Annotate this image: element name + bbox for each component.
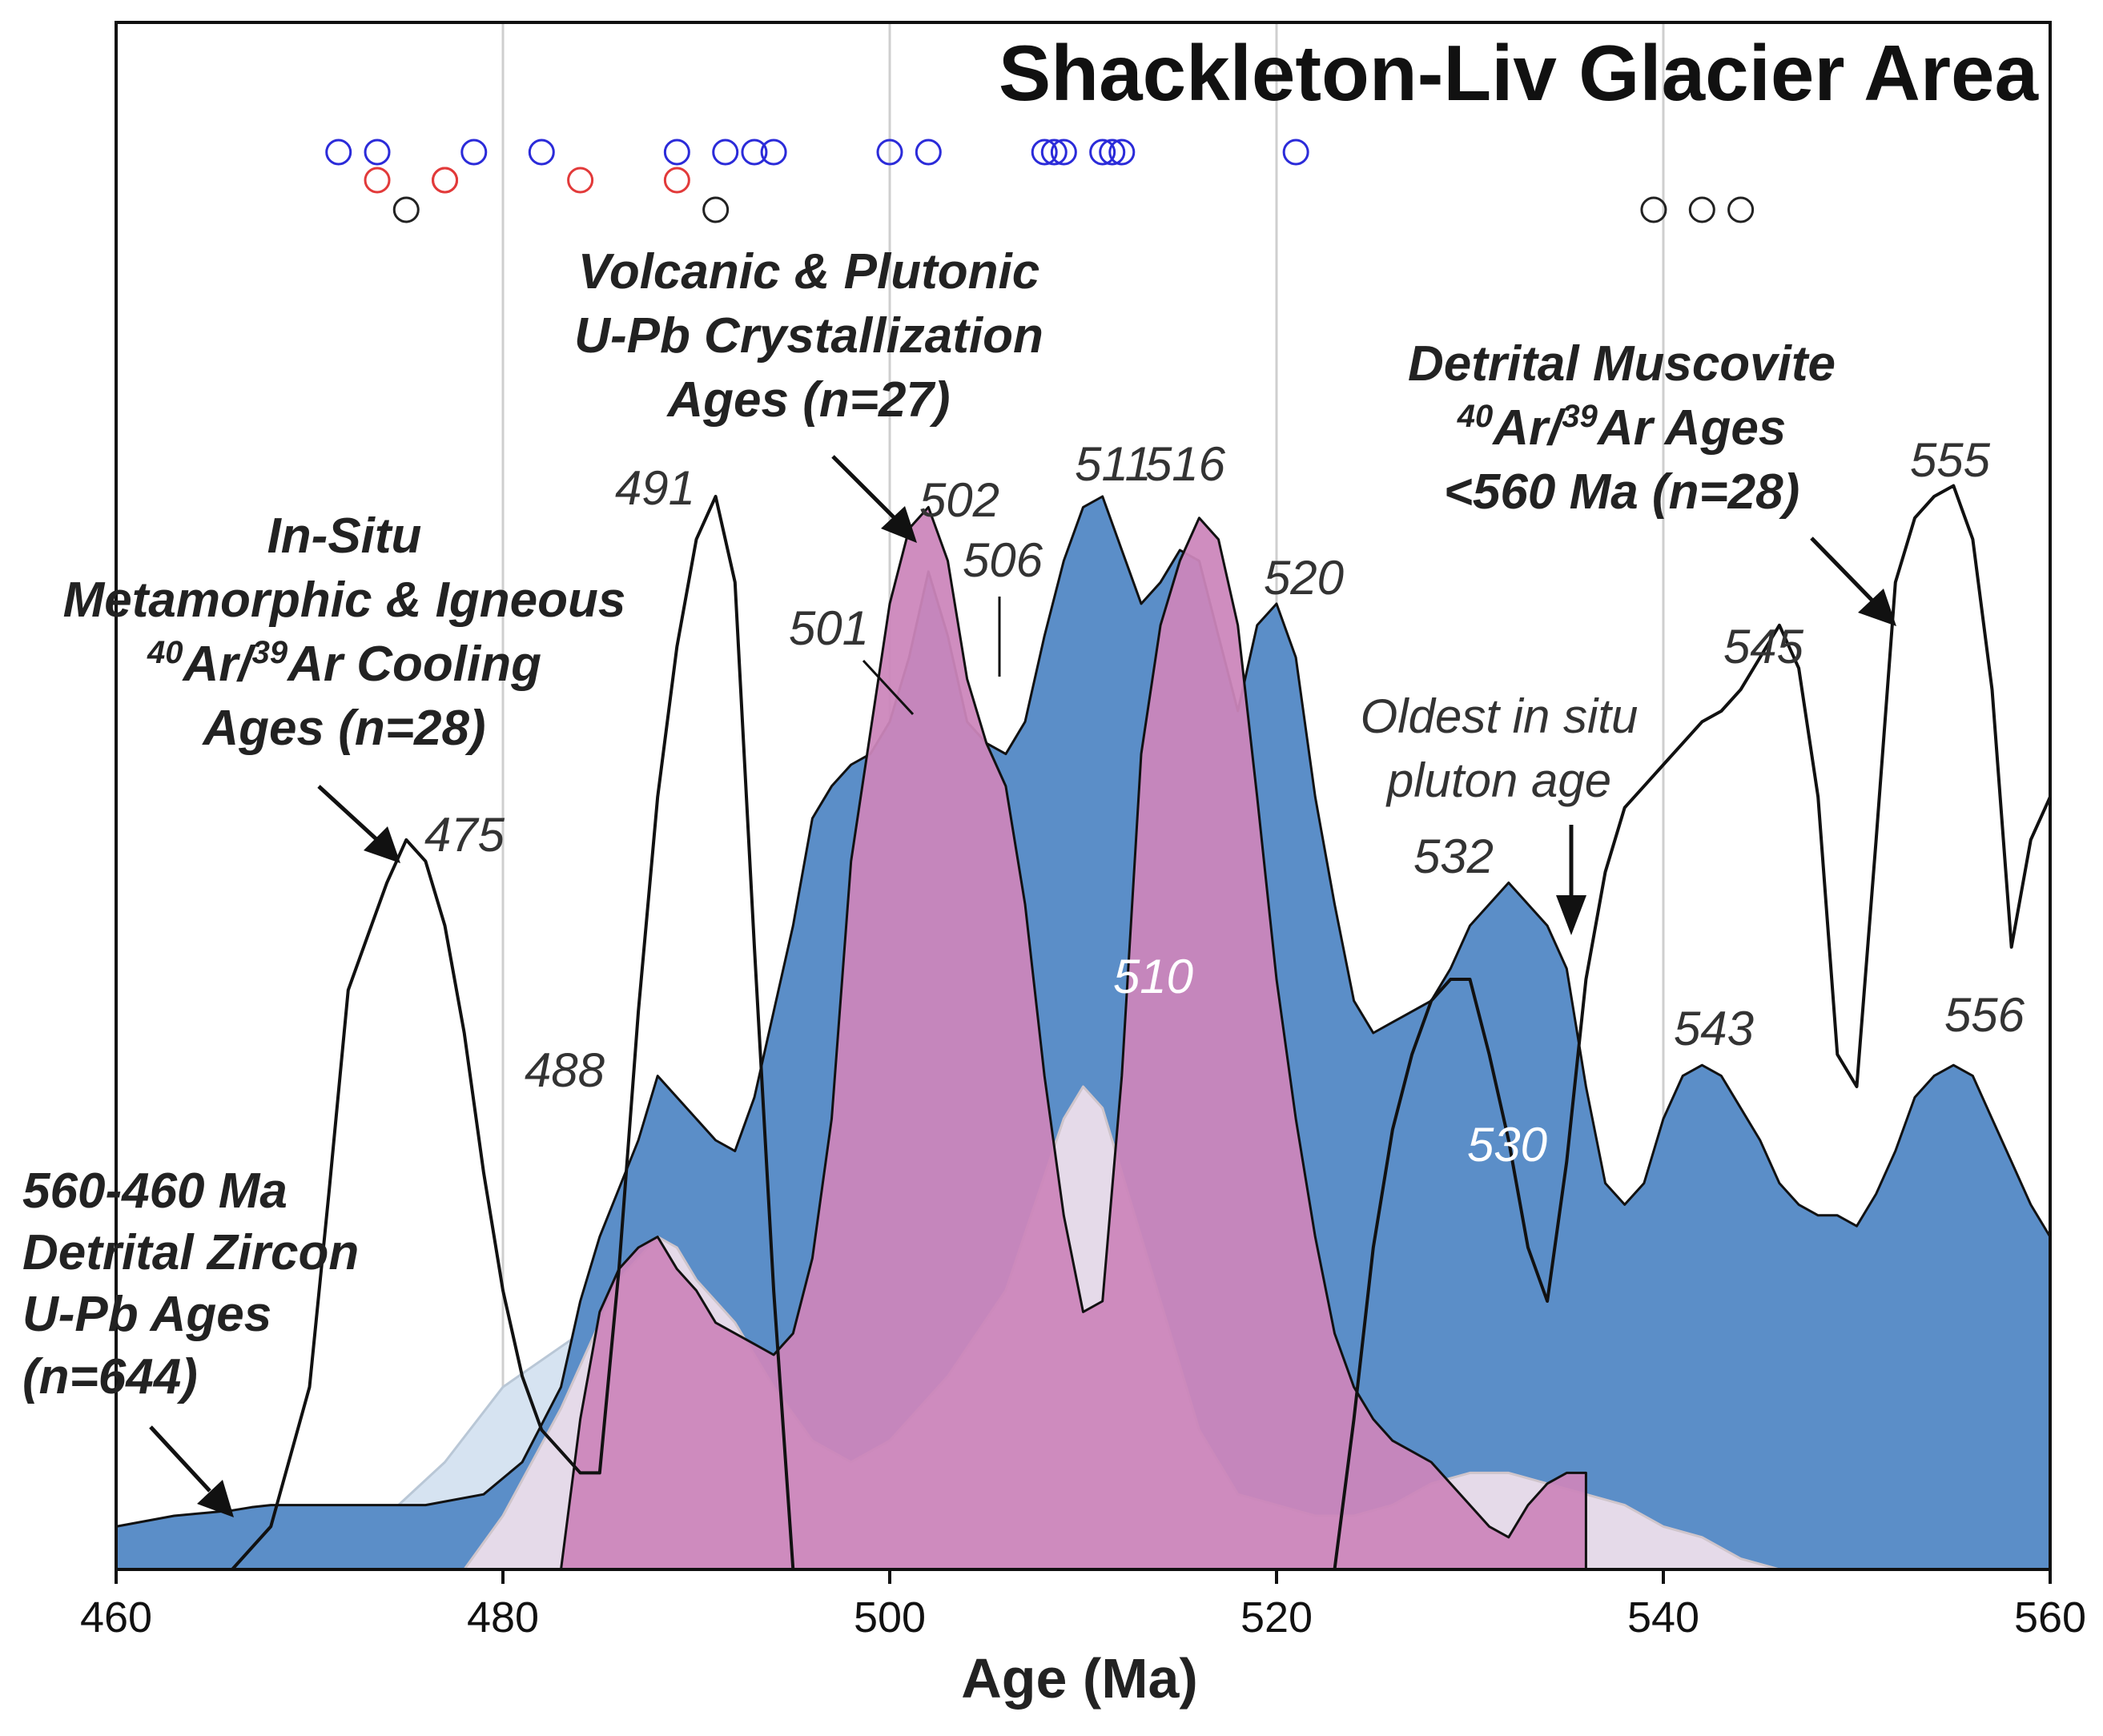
age-marker-blue-12 xyxy=(1050,139,1077,166)
peak-label-488: 488 xyxy=(525,1043,605,1097)
age-marker-blue-0 xyxy=(325,139,352,166)
peak-label-511: 511 xyxy=(1075,437,1152,491)
annotation-zircon-line4: (n=644) xyxy=(22,1349,198,1404)
peak-501-leader xyxy=(862,659,915,716)
annotation-muscovite-line1: Detrital Muscovite xyxy=(1408,336,1836,392)
annotation-crystallization-line1: Volcanic & Plutonic xyxy=(578,244,1039,299)
age-marker-blue-11 xyxy=(1040,139,1068,166)
annotation-crystallization-line2: U-Pb Crystallization xyxy=(574,308,1043,364)
annotation-crystallization-arrowhead xyxy=(881,506,917,543)
peak-label-530: 530 xyxy=(1467,1118,1547,1171)
annotation-pluton-line1: Oldest in situ xyxy=(1361,689,1639,743)
density-areas xyxy=(115,495,2052,1571)
annotation-zircon-line1: 560-460 Ma xyxy=(22,1163,288,1219)
peak-label-520: 520 xyxy=(1264,551,1344,605)
annotation-muscovite: Detrital Muscovite 40Ar/39Ar Ages <560 M… xyxy=(1408,336,1896,626)
peak-label-556: 556 xyxy=(1944,988,2025,1042)
annotation-pluton-arrowhead xyxy=(1556,895,1586,935)
annotation-pluton-line2: pluton age xyxy=(1385,753,1611,807)
annotation-zircon-line2: Detrital Zircon xyxy=(22,1225,359,1280)
annotation-pluton: Oldest in situ pluton age xyxy=(1361,689,1639,935)
annotation-cooling-line2: Metamorphic & Igneous xyxy=(63,573,626,628)
series-2-blue-fill xyxy=(115,495,2052,1571)
annotation-cooling: In-Situ Metamorphic & Igneous 40Ar/39Ar … xyxy=(63,508,626,863)
age-marker-red-4 xyxy=(663,167,690,194)
age-marker-black-0 xyxy=(392,196,420,223)
peak-label-475: 475 xyxy=(424,808,505,862)
series-6-black-line xyxy=(1333,484,2052,1570)
age-marker-blue-4 xyxy=(663,139,690,166)
age-marker-blue-3 xyxy=(528,139,555,166)
peak-label-532: 532 xyxy=(1413,830,1494,883)
peak-label-506: 506 xyxy=(963,533,1043,587)
peak-label-502: 502 xyxy=(919,473,999,527)
x-tick-label-560: 560 xyxy=(2014,1593,2086,1642)
series-5-black-line xyxy=(231,495,795,1571)
x-axis: 460 480 500 520 540 560 xyxy=(80,1569,2086,1642)
age-markers xyxy=(325,139,1755,223)
peak-label-501: 501 xyxy=(789,601,869,655)
annotation-muscovite-arrow xyxy=(1810,536,1874,602)
x-axis-label: Age (Ma) xyxy=(961,1647,1198,1710)
plot-frame xyxy=(115,21,2052,1571)
age-marker-blue-1 xyxy=(364,139,391,166)
age-marker-blue-5 xyxy=(712,139,739,166)
peak-label-491: 491 xyxy=(615,461,695,515)
x-tick-label-460: 460 xyxy=(80,1593,152,1642)
age-marker-red-2 xyxy=(432,167,459,194)
annotation-muscovite-arrowhead xyxy=(1858,589,1896,626)
x-tick-label-520: 520 xyxy=(1240,1593,1313,1642)
annotation-crystallization-line3: Ages (n=27) xyxy=(665,372,950,428)
peak-label-510: 510 xyxy=(1113,950,1193,1003)
age-marker-blue-2 xyxy=(460,139,488,166)
annotation-cooling-line3: 40Ar/39Ar Cooling xyxy=(147,635,541,692)
x-tick-label-540: 540 xyxy=(1627,1593,1699,1642)
x-tick-label-500: 500 xyxy=(854,1593,926,1642)
annotation-cooling-arrowhead xyxy=(364,826,400,863)
annotation-muscovite-line3: <560 Ma (n=28) xyxy=(1444,464,1800,520)
age-marker-blue-9 xyxy=(915,139,942,166)
peak-label-545: 545 xyxy=(1723,620,1804,673)
x-tick-label-480: 480 xyxy=(467,1593,539,1642)
age-marker-blue-15 xyxy=(1108,139,1136,166)
annotation-cooling-line1: In-Situ xyxy=(267,508,422,564)
annotation-zircon: 560-460 Ma Detrital Zircon U-Pb Ages (n=… xyxy=(22,1163,359,1517)
age-marker-red-0 xyxy=(364,167,391,194)
age-marker-blue-16 xyxy=(1282,139,1309,166)
annotation-zircon-line3: U-Pb Ages xyxy=(22,1287,271,1342)
chart-title: Shackleton-Liv Glacier Area xyxy=(999,29,2040,117)
peak-label-516: 516 xyxy=(1145,437,1226,491)
annotation-muscovite-line2: 40Ar/39Ar Ages xyxy=(1457,399,1787,456)
peak-label-543: 543 xyxy=(1674,1002,1754,1055)
age-marker-blue-14 xyxy=(1099,139,1126,166)
age-marker-black-3 xyxy=(1688,196,1715,223)
annotation-cooling-line4: Ages (n=28) xyxy=(201,701,485,756)
density-lines xyxy=(231,484,2052,1571)
series-4-pink-fill xyxy=(560,505,1587,1571)
age-marker-red-3 xyxy=(567,167,594,194)
annotation-zircon-arrowhead xyxy=(197,1480,234,1517)
age-marker-blue-13 xyxy=(1089,139,1116,166)
age-marker-blue-6 xyxy=(741,139,768,166)
peak-label-555: 555 xyxy=(1910,433,1991,487)
age-marker-black-2 xyxy=(1640,196,1667,223)
age-marker-blue-8 xyxy=(876,139,903,166)
annotation-cooling-arrow xyxy=(317,785,378,841)
annotation-crystallization: Volcanic & Plutonic U-Pb Crystallization… xyxy=(574,244,1043,543)
annotation-zircon-arrow xyxy=(149,1425,211,1493)
age-marker-blue-10 xyxy=(1031,139,1058,166)
annotation-crystallization-arrow xyxy=(831,455,897,520)
age-marker-black-1 xyxy=(702,196,730,223)
age-marker-black-4 xyxy=(1727,196,1755,223)
age-marker-blue-7 xyxy=(760,139,787,166)
